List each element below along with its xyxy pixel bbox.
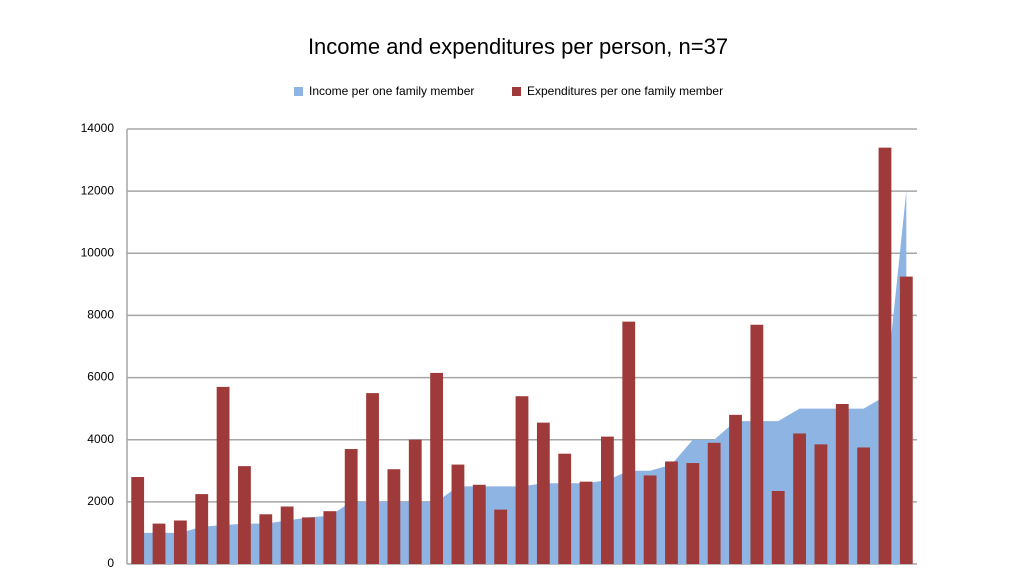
bar: [195, 494, 209, 564]
bar: [323, 511, 337, 564]
bar: [707, 442, 721, 564]
bar: [814, 444, 828, 564]
bar: [451, 464, 465, 564]
bar: [302, 517, 315, 564]
bar: [280, 506, 294, 564]
y-tick-label: 14000: [81, 121, 115, 135]
legend-swatch: [294, 87, 303, 96]
bar: [835, 403, 849, 564]
bar: [387, 469, 401, 564]
chart-title: Income and expenditures per person, n=37: [308, 34, 728, 59]
bar: [216, 386, 230, 564]
bar: [152, 523, 166, 564]
bar: [408, 439, 422, 564]
bar: [344, 449, 358, 564]
bar: [729, 414, 742, 564]
y-tick-label: 8000: [87, 308, 114, 322]
bar: [366, 393, 379, 564]
bar: [686, 463, 700, 564]
bar: [878, 147, 892, 564]
bar: [579, 481, 593, 564]
bar: [472, 484, 486, 564]
bar: [665, 461, 678, 564]
bar: [558, 453, 572, 564]
bar: [643, 475, 657, 564]
legend-label: Expenditures per one family member: [527, 84, 723, 98]
legend-swatch: [512, 87, 521, 96]
bar: [857, 447, 871, 564]
bar: [131, 477, 145, 564]
bar: [601, 436, 614, 564]
legend-label: Income per one family member: [309, 84, 474, 98]
bar: [515, 396, 529, 564]
bar: [173, 520, 187, 564]
y-tick-label: 10000: [81, 245, 115, 259]
bar: [771, 490, 785, 564]
bar: [494, 509, 508, 564]
y-tick-label: 0: [107, 556, 114, 570]
y-tick-label: 6000: [87, 370, 114, 384]
bar: [750, 324, 764, 564]
y-tick-label: 12000: [81, 183, 115, 197]
bar: [899, 276, 913, 564]
bar: [622, 321, 636, 564]
bar: [430, 372, 443, 564]
bar: [259, 514, 273, 564]
y-tick-label: 2000: [87, 494, 114, 508]
bar: [793, 433, 806, 564]
bar: [238, 466, 251, 564]
y-tick-label: 4000: [87, 432, 114, 446]
bar: [536, 422, 550, 564]
